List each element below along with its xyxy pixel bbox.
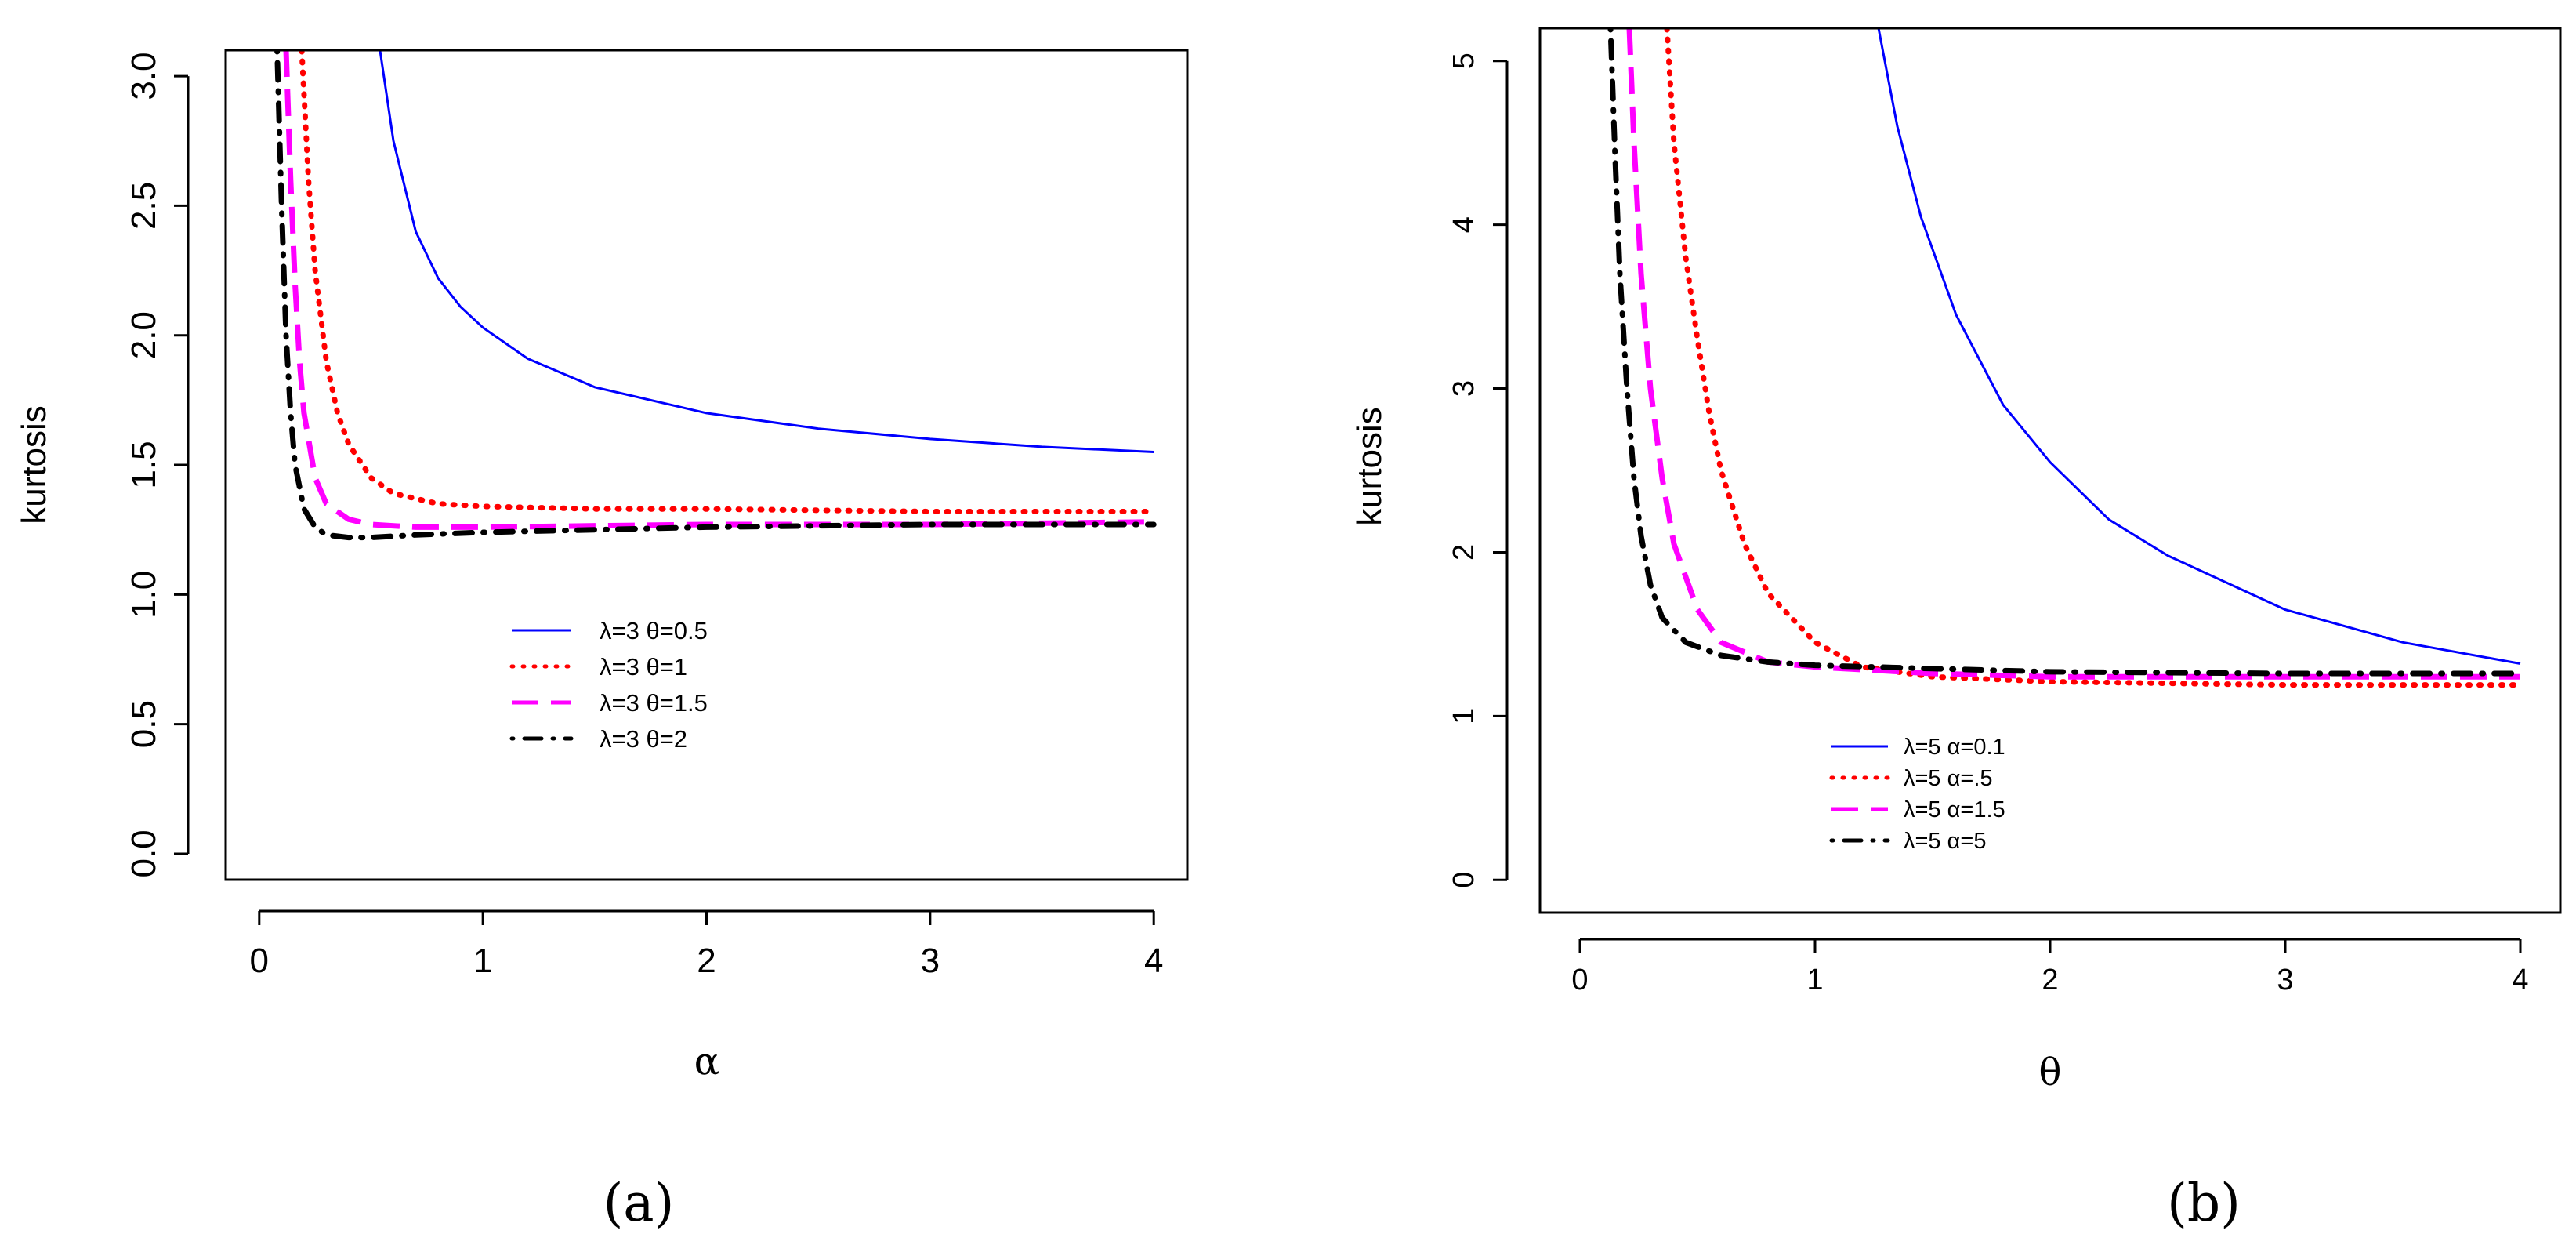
panel-b-plot-frame bbox=[1538, 27, 2562, 914]
panel-a-x-tick-label: 3 bbox=[921, 942, 940, 980]
panel-a-y-tick-label: 2.0 bbox=[125, 311, 163, 359]
panel-b-x-tick-label: 4 bbox=[2512, 964, 2528, 996]
panel-a-plot-frame bbox=[224, 49, 1189, 881]
panel-a-y-tick-label: 1.5 bbox=[125, 441, 163, 488]
panel-b-y-tick-label: 0 bbox=[1447, 872, 1480, 888]
panel-a-legend-label-0: λ=3 θ=0.5 bbox=[600, 617, 708, 644]
panel-b-y-tick-label: 4 bbox=[1447, 216, 1480, 233]
panel-a-legend-label-1: λ=3 θ=1 bbox=[600, 653, 687, 681]
panel-b-x-tick-label: 0 bbox=[1571, 964, 1588, 996]
panel-b-axes: 0 1 2 3 4 0 1 2 3 4 5 bbox=[1447, 53, 2529, 996]
panel-a-series-2-line bbox=[283, 50, 1154, 530]
panel-a-curves bbox=[274, 50, 1157, 541]
panel-a-caption: (a) bbox=[603, 1173, 675, 1233]
panel-a-x-tick-label: 0 bbox=[250, 942, 269, 980]
panel-a-y-tick-label: 1.0 bbox=[125, 571, 163, 619]
panel-a-legend: λ=3 θ=0.5 λ=3 θ=1 λ=3 θ=1.5 λ=3 θ=2 bbox=[509, 617, 708, 753]
panel-a: 0 1 2 3 4 0.0 0.5 1.0 1.5 2.0 2.5 3.0 kurtosis α λ=… bbox=[15, 49, 1189, 1233]
panel-a-legend-label-3: λ=3 θ=2 bbox=[600, 725, 687, 753]
panel-a-xlabel: α bbox=[694, 1040, 719, 1083]
panel-b-ylabel: kurtosis bbox=[1350, 407, 1389, 526]
panel-a-x-tick-label: 1 bbox=[473, 942, 492, 980]
panel-b-x-tick-label: 1 bbox=[1806, 964, 1823, 996]
panel-a-legend-label-2: λ=3 θ=1.5 bbox=[600, 689, 708, 717]
panel-a-y-tick-label: 0.5 bbox=[125, 700, 163, 748]
panel-b-series-1-line bbox=[1664, 28, 2523, 688]
panel-b-legend-label-1: λ=5 α=.5 bbox=[1904, 766, 1993, 791]
panel-b-legend-label-0: λ=5 α=0.1 bbox=[1904, 735, 2005, 760]
panel-b-caption: (b) bbox=[2167, 1173, 2241, 1233]
panel-a-axes: 0 1 2 3 4 0.0 0.5 1.0 1.5 2.0 2.5 3.0 bbox=[125, 52, 1163, 980]
panel-a-series-0-line bbox=[379, 50, 1154, 453]
panel-b-legend: λ=5 α=0.1 λ=5 α=.5 λ=5 α=1.5 λ=5 α=5 bbox=[1829, 735, 2005, 854]
panel-b-y-tick-label: 3 bbox=[1447, 380, 1480, 397]
panel-a-series-3-line bbox=[274, 50, 1157, 541]
panel-b-legend-label-2: λ=5 α=1.5 bbox=[1904, 797, 2005, 822]
panel-b-xlabel: θ bbox=[2039, 1051, 2062, 1094]
panel-b-series-2-line bbox=[1626, 28, 2520, 680]
panel-b-series-3-line bbox=[1607, 28, 2523, 677]
panel-b-y-tick-label: 5 bbox=[1447, 53, 1480, 69]
panel-b-legend-label-3: λ=5 α=5 bbox=[1904, 829, 1986, 854]
panel-a-y-tick-label: 2.5 bbox=[125, 182, 163, 230]
panel-a-series-1-line bbox=[299, 50, 1157, 514]
panel-b-y-tick-label: 2 bbox=[1447, 544, 1480, 561]
panel-a-y-tick-label: 0.0 bbox=[125, 829, 163, 877]
panel-b: 0 1 2 3 4 0 1 2 3 4 5 kurtosis θ λ=5 α=0.1 λ=5 α=.5… bbox=[1350, 27, 2562, 1233]
panel-b-curves bbox=[1607, 28, 2523, 688]
panel-b-y-tick-label: 1 bbox=[1447, 708, 1480, 724]
panel-b-x-tick-label: 2 bbox=[2042, 964, 2058, 996]
panel-a-y-tick-label: 3.0 bbox=[125, 52, 163, 100]
panel-b-series-0-line bbox=[1877, 28, 2521, 665]
panel-a-ylabel: kurtosis bbox=[15, 405, 53, 524]
panel-a-x-tick-label: 2 bbox=[697, 942, 716, 980]
panel-a-x-tick-label: 4 bbox=[1144, 942, 1163, 980]
panel-b-x-tick-label: 3 bbox=[2277, 964, 2293, 996]
